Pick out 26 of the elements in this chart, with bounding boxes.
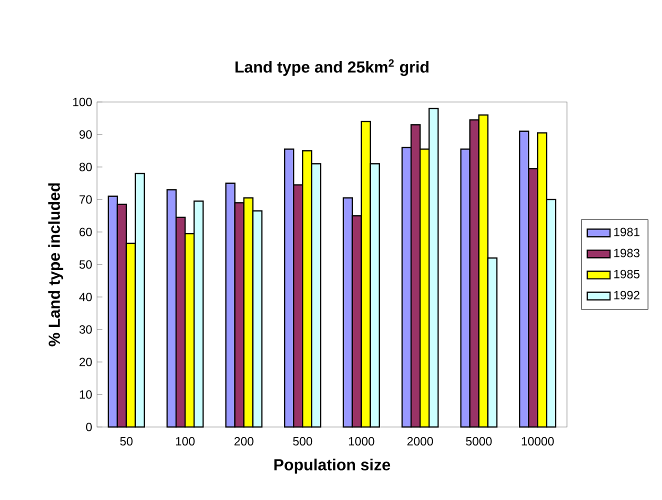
- y-tick-label: 100: [73, 98, 92, 106]
- x-tick-label: 200: [234, 437, 254, 446]
- x-tick-label: 100: [176, 437, 195, 446]
- x-axis-title: Population size: [274, 458, 390, 474]
- y-tick-label: 80: [79, 162, 92, 172]
- x-tick-label: 50: [120, 437, 133, 446]
- x-tick-label: 10000: [522, 437, 554, 446]
- y-tick-label: 60: [80, 228, 92, 236]
- y-tick-label: 10: [80, 390, 92, 399]
- x-tick-label: 2000: [407, 437, 433, 446]
- y-tick-label: 30: [79, 325, 92, 334]
- y-axis-title: % Land type included: [48, 183, 64, 346]
- legend-label: 1985: [614, 270, 640, 278]
- y-tick-label: 20: [80, 358, 92, 366]
- chart-title: Land type and 25km$^{2}$ grid: [236, 59, 428, 76]
- y-tick-label: 50: [79, 260, 92, 269]
- y-tick-label: 40: [79, 292, 92, 302]
- y-tick-label: 70: [80, 195, 92, 204]
- x-tick-label: 1000: [348, 437, 374, 446]
- legend-label: 1981: [614, 228, 640, 236]
- x-tick-label: 500: [293, 437, 312, 446]
- y-tick-label: 0: [86, 422, 92, 432]
- y-tick-label: 90: [80, 130, 92, 139]
- legend-label: 1992: [614, 290, 640, 300]
- legend-label: 1983: [614, 248, 640, 258]
- x-tick-label: 5000: [466, 437, 492, 446]
